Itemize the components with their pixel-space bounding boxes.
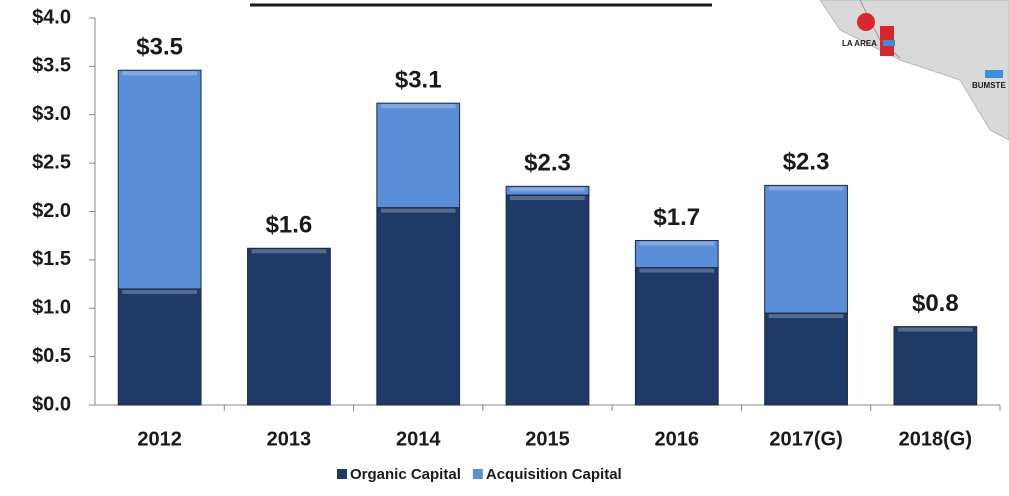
- bar-highlight: [768, 314, 844, 319]
- bar-highlight: [122, 289, 198, 294]
- bar-segment: [893, 326, 978, 406]
- y-tick-label: $0.0: [32, 393, 71, 415]
- legend: Organic Capital Acquisition Capital: [337, 466, 622, 483]
- bar-segment: [764, 312, 848, 406]
- y-tick-label: $2.5: [32, 151, 71, 173]
- legend-label: Organic Capital: [350, 466, 461, 483]
- bar-segment: [376, 207, 461, 406]
- bar-segment: [117, 288, 202, 406]
- map-label: BUMSTE: [972, 81, 1006, 90]
- total-label: $0.8: [912, 290, 959, 317]
- total-label: $3.1: [395, 66, 442, 93]
- bar-segment: [376, 102, 461, 209]
- total-label: $3.5: [136, 34, 183, 61]
- bar-segment: [634, 267, 719, 406]
- bar-segment: [634, 240, 719, 269]
- y-tick-label: $2.0: [32, 200, 71, 222]
- x-tick-label: 2017(G): [769, 428, 842, 450]
- y-tick-label: $3.5: [32, 55, 71, 77]
- bar-highlight: [380, 208, 456, 213]
- x-tick-label: 2013: [267, 428, 312, 450]
- legend-swatch: [337, 469, 347, 479]
- bar-highlight: [251, 249, 327, 254]
- total-label: $1.6: [266, 212, 313, 239]
- bar-highlight: [897, 327, 973, 332]
- y-tick-label: $0.5: [32, 345, 71, 367]
- x-tick-label: 2018(G): [899, 428, 972, 450]
- bar-segment: [247, 247, 331, 406]
- bar-highlight: [768, 186, 844, 191]
- map-label: LA AREA: [842, 39, 877, 48]
- bar-segment: [505, 185, 590, 196]
- bar-highlight: [510, 196, 585, 201]
- y-tick-label: $4.0: [32, 6, 71, 28]
- x-tick-label: 2014: [396, 428, 441, 450]
- bar-segment: [505, 194, 590, 406]
- map-inset: LA AREA BUMSTE: [819, 0, 1009, 141]
- bar-highlight: [510, 187, 585, 192]
- total-label: $1.7: [653, 204, 700, 231]
- bar-highlight: [639, 241, 715, 246]
- legend-label: Acquisition Capital: [486, 466, 622, 483]
- total-label: $2.3: [524, 150, 571, 177]
- x-tick-label: 2012: [137, 428, 182, 450]
- bar-highlight: [122, 71, 198, 76]
- y-tick-label: $1.0: [32, 297, 71, 319]
- bar-segment: [764, 184, 848, 314]
- bar-segment: [117, 69, 202, 290]
- x-tick-label: 2015: [525, 428, 570, 450]
- x-tick-label: 2016: [655, 428, 700, 450]
- y-tick-label: $1.5: [32, 248, 71, 270]
- bar-highlight: [639, 268, 715, 273]
- bar-highlight: [380, 104, 456, 109]
- total-label: $2.3: [783, 149, 830, 176]
- y-tick-label: $3.0: [32, 103, 71, 125]
- legend-swatch: [472, 469, 483, 479]
